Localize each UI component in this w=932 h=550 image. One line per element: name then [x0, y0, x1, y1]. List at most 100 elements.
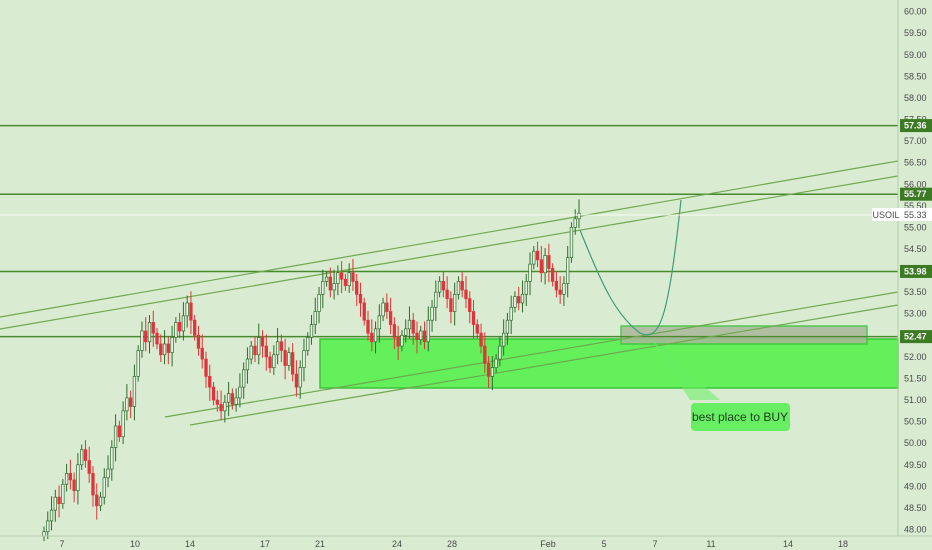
candle: [125, 384, 129, 421]
projection-curve[interactable]: [579, 199, 682, 336]
candle-body: [554, 281, 559, 291]
candle: [373, 321, 378, 354]
candle: [80, 444, 84, 470]
candle: [501, 319, 506, 356]
price-axis[interactable]: 60.0059.5059.0058.5058.0057.5057.0056.50…: [897, 0, 932, 536]
candle: [453, 282, 457, 326]
time-tick-label: Feb: [540, 539, 556, 549]
candle-body: [121, 410, 125, 438]
lower-channel-line-1[interactable]: [164, 291, 899, 418]
candle: [528, 252, 532, 296]
candle: [106, 455, 110, 488]
candle-body: [283, 350, 287, 366]
level-tag-box: [900, 119, 932, 133]
candle-body: [53, 496, 57, 511]
candle-body: [245, 358, 250, 371]
candle: [193, 315, 197, 341]
candle-body: [573, 218, 577, 228]
price-tick-label: 53.00: [904, 309, 927, 319]
candle: [238, 373, 242, 408]
note-text: best place to BUY: [692, 410, 788, 424]
candle: [464, 276, 468, 309]
trend-channel: [0, 160, 899, 426]
candle-body: [302, 350, 306, 369]
price-tick-label: 50.50: [904, 417, 927, 427]
candle-body: [91, 473, 95, 496]
candle: [505, 312, 510, 345]
candle-body: [72, 479, 76, 492]
candle: [445, 276, 449, 309]
buy-zone[interactable]: [319, 338, 899, 389]
candle: [155, 327, 159, 350]
candle: [407, 306, 412, 339]
candle: [166, 336, 170, 365]
candle-body: [200, 347, 204, 360]
candle-body: [370, 332, 374, 343]
note-pointer: [652, 340, 720, 400]
candle: [260, 330, 265, 358]
upper-channel-line-2[interactable]: [0, 175, 899, 330]
candle-body: [294, 373, 299, 388]
candle: [411, 312, 415, 345]
candle: [204, 351, 208, 388]
note-callout[interactable]: best place to BUY: [691, 403, 790, 431]
time-axis[interactable]: 7 10 14 17 21 24 28 Feb 5 7 11 14 18: [0, 535, 932, 549]
time-tick-label: 11: [706, 539, 715, 549]
candle: [475, 319, 479, 339]
candle: [226, 381, 231, 417]
candle: [102, 468, 106, 505]
price-tick-label: 49.50: [904, 460, 927, 470]
candle: [264, 334, 268, 371]
lower-channel-line-2[interactable]: [189, 304, 899, 426]
candle: [272, 345, 276, 376]
candle-body: [509, 306, 513, 321]
candle-body: [110, 447, 114, 470]
candle: [291, 343, 295, 382]
candle-body: [400, 334, 404, 347]
candle: [381, 297, 385, 322]
candle-body: [174, 322, 178, 338]
candle-body: [287, 352, 291, 366]
candle: [121, 401, 125, 445]
candle-body: [208, 375, 212, 388]
candle: [535, 241, 540, 268]
candle: [219, 390, 223, 421]
candle-body: [558, 289, 562, 295]
candle-body: [136, 350, 140, 377]
candle-body: [272, 354, 276, 369]
candle-body: [347, 272, 351, 287]
candle: [520, 280, 525, 313]
candle-body: [204, 358, 208, 377]
last-price-tag-box: [900, 208, 932, 221]
price-tick-label: 54.50: [904, 244, 927, 254]
candle-body: [445, 289, 449, 299]
candle: [147, 315, 152, 354]
candle: [498, 336, 502, 367]
candle: [83, 440, 88, 468]
price-tick-label: 53.50: [904, 287, 927, 297]
candle-body: [64, 473, 69, 485]
candle-body: [404, 328, 408, 336]
candle-body: [373, 328, 378, 343]
candle: [242, 362, 246, 399]
upper-channel-line-1[interactable]: [0, 160, 899, 318]
candle: [550, 263, 555, 287]
candle: [144, 317, 148, 352]
candle: [189, 291, 193, 335]
time-tick-label: 10: [130, 539, 140, 549]
candle: [419, 325, 423, 345]
candle-body: [539, 259, 543, 274]
candle-body: [102, 477, 106, 498]
price-tick-label: 55.00: [904, 222, 927, 232]
price-tick-label: 56.00: [904, 179, 927, 189]
target-zone[interactable]: [620, 325, 868, 345]
candle: [456, 276, 461, 300]
candle-body: [125, 397, 129, 412]
candle-body: [490, 367, 494, 377]
candle-body: [569, 227, 574, 258]
time-tick-label: 14: [185, 539, 195, 549]
candle: [336, 265, 340, 296]
candle-body: [132, 375, 137, 407]
candle-body: [151, 322, 155, 334]
